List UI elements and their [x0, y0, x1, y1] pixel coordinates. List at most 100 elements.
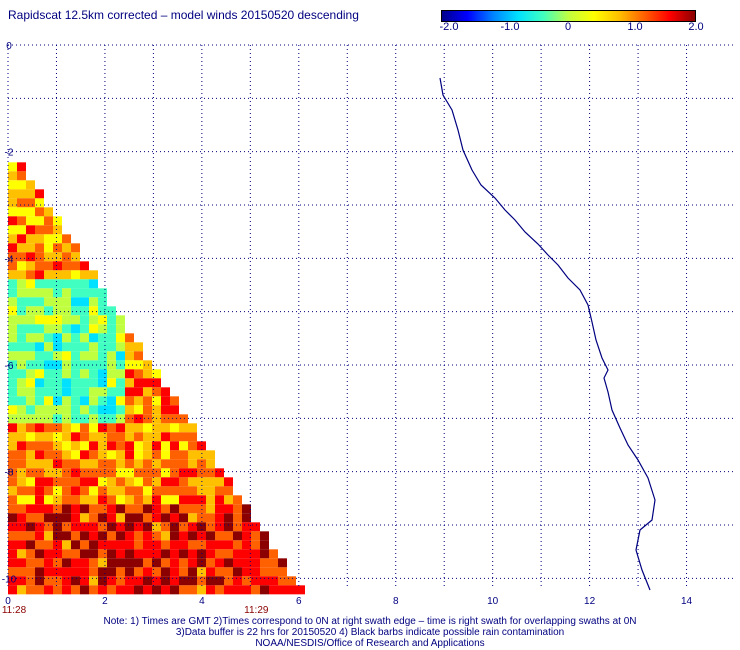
heatmap-cell	[116, 576, 125, 586]
heatmap-cell	[260, 549, 269, 559]
heatmap-cell	[170, 450, 179, 460]
heatmap-cell	[107, 576, 116, 586]
time-label: 11:28	[2, 605, 27, 616]
heatmap-cell	[170, 396, 179, 406]
heatmap-cell	[17, 252, 26, 262]
heatmap-cell	[71, 558, 80, 568]
heatmap-cell	[44, 315, 53, 325]
heatmap-cell	[80, 432, 89, 442]
heatmap-cell	[152, 495, 161, 505]
heatmap-cell	[62, 549, 71, 559]
heatmap-cell	[8, 468, 17, 478]
heatmap-cell	[53, 459, 62, 469]
heatmap-cell	[44, 333, 53, 343]
heatmap-cell	[35, 387, 44, 397]
heatmap-cell	[170, 486, 179, 496]
heatmap-cell	[170, 459, 179, 469]
heatmap-cell	[98, 315, 107, 325]
heatmap-cell	[98, 414, 107, 424]
heatmap-cell	[206, 522, 215, 532]
heatmap-cell	[71, 252, 80, 262]
colorbar	[441, 10, 696, 22]
heatmap-cell	[53, 450, 62, 460]
heatmap-cell	[62, 450, 71, 460]
heatmap-cell	[53, 495, 62, 505]
heatmap-cell	[8, 198, 17, 208]
heatmap-cell	[80, 531, 89, 541]
heatmap-cell	[107, 495, 116, 505]
heatmap-cell	[89, 495, 98, 505]
heatmap-cell	[269, 567, 278, 577]
heatmap-cell	[215, 549, 224, 559]
swath-heatmap	[8, 162, 305, 595]
heatmap-cell	[89, 387, 98, 397]
heatmap-cell	[233, 549, 242, 559]
heatmap-cell	[161, 459, 170, 469]
heatmap-cell	[161, 486, 170, 496]
heatmap-cell	[8, 270, 17, 280]
heatmap-cell	[53, 513, 62, 523]
heatmap-cell	[89, 396, 98, 406]
heatmap-cell	[116, 477, 125, 487]
heatmap-cell	[143, 477, 152, 487]
heatmap-cell	[44, 450, 53, 460]
heatmap-cell	[287, 585, 296, 595]
heatmap-cell	[17, 369, 26, 379]
heatmap-cell	[17, 513, 26, 523]
heatmap-cell	[26, 270, 35, 280]
heatmap-cell	[35, 450, 44, 460]
heatmap-cell	[161, 540, 170, 550]
heatmap-cell	[44, 567, 53, 577]
heatmap-cell	[188, 432, 197, 442]
heatmap-cell	[26, 234, 35, 244]
heatmap-cell	[35, 486, 44, 496]
heatmap-cell	[26, 459, 35, 469]
heatmap-cell	[179, 477, 188, 487]
heatmap-cell	[80, 351, 89, 361]
heatmap-cell	[170, 549, 179, 559]
heatmap-cell	[80, 297, 89, 307]
heatmap-cell	[80, 261, 89, 271]
heatmap-cell	[152, 513, 161, 523]
heatmap-cell	[26, 306, 35, 316]
heatmap-cell	[35, 477, 44, 487]
heatmap-cell	[44, 216, 53, 226]
heatmap-cell	[44, 396, 53, 406]
heatmap-cell	[251, 558, 260, 568]
heatmap-cell	[71, 504, 80, 514]
heatmap-cell	[62, 396, 71, 406]
heatmap-cell	[188, 468, 197, 478]
heatmap-cell	[17, 576, 26, 586]
heatmap-cell	[152, 486, 161, 496]
heatmap-cell	[125, 396, 134, 406]
heatmap-cell	[116, 522, 125, 532]
heatmap-cell	[53, 324, 62, 334]
heatmap-cell	[107, 360, 116, 370]
heatmap-cell	[44, 288, 53, 298]
heatmap-cell	[197, 558, 206, 568]
heatmap-cell	[8, 558, 17, 568]
heatmap-cell	[188, 486, 197, 496]
heatmap-cell	[53, 567, 62, 577]
heatmap-cell	[107, 459, 116, 469]
chart-title: Rapidscat 12.5km corrected – model winds…	[8, 8, 359, 22]
heatmap-cell	[44, 441, 53, 451]
heatmap-cell	[89, 270, 98, 280]
heatmap-cell	[62, 585, 71, 595]
heatmap-cell	[233, 585, 242, 595]
colorbar-label: 0	[564, 21, 572, 33]
heatmap-cell	[206, 495, 215, 505]
heatmap-cell	[197, 540, 206, 550]
heatmap-cell	[170, 504, 179, 514]
heatmap-cell	[17, 477, 26, 487]
heatmap-cell	[26, 342, 35, 352]
heatmap-cell	[17, 540, 26, 550]
heatmap-cell	[80, 369, 89, 379]
heatmap-cell	[80, 549, 89, 559]
heatmap-cell	[89, 306, 98, 316]
heatmap-cell	[107, 369, 116, 379]
heatmap-cell	[107, 504, 116, 514]
heatmap-cell	[161, 513, 170, 523]
heatmap-cell	[71, 576, 80, 586]
heatmap-cell	[26, 198, 35, 208]
